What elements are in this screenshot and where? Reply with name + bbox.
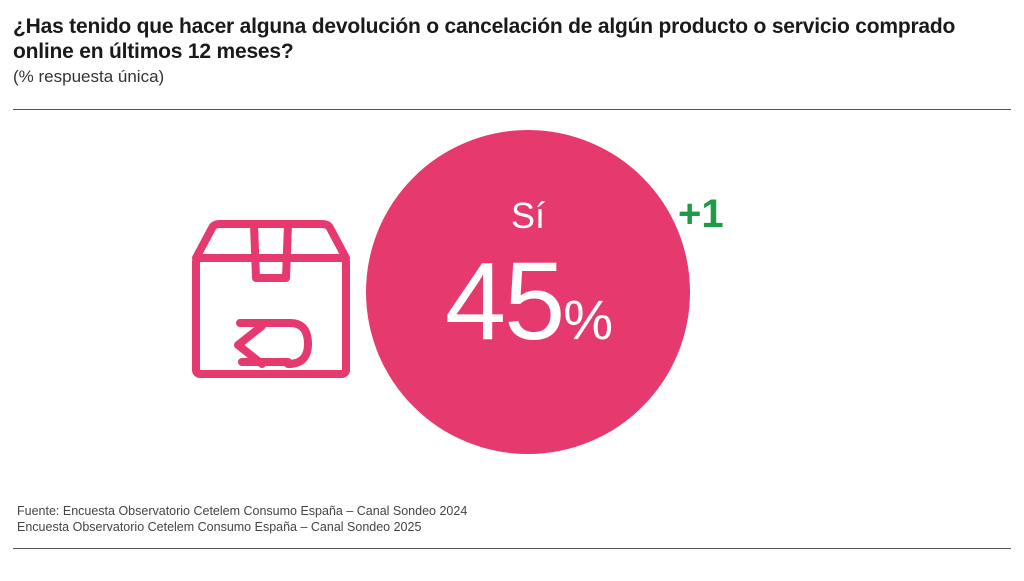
- return-box-icon: [192, 220, 350, 378]
- answer-label: Sí: [510, 195, 545, 236]
- change-badge: +1: [678, 192, 724, 236]
- top-divider: [13, 109, 1011, 110]
- answer-value: 45%: [366, 238, 690, 365]
- value-number: 45: [444, 240, 565, 363]
- value-unit: %: [563, 288, 613, 351]
- source-line-2: Encuesta Observatorio Cetelem Consumo Es…: [17, 520, 422, 534]
- question-title: ¿Has tenido que hacer alguna devolución …: [13, 15, 956, 63]
- result-circle: Sí 45%: [366, 130, 690, 454]
- question-subtitle: (% respuesta única): [13, 67, 165, 86]
- source-line-1: Fuente: Encuesta Observatorio Cetelem Co…: [17, 504, 468, 518]
- bottom-divider: [13, 548, 1011, 549]
- source-note: Fuente: Encuesta Observatorio Cetelem Co…: [17, 503, 467, 535]
